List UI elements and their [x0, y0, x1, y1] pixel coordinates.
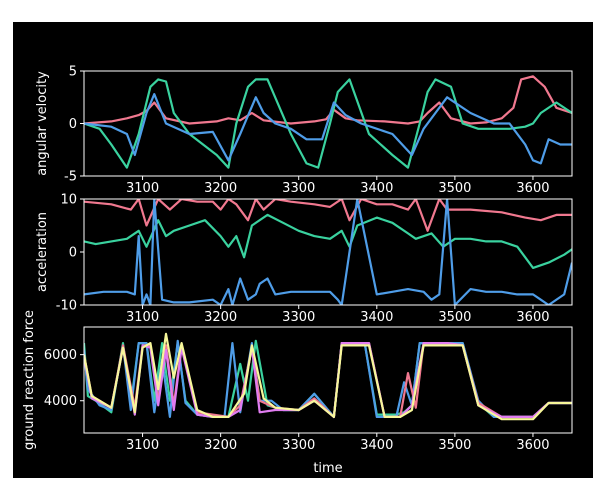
x-tick-label: 3500 [438, 310, 471, 325]
x-tick-label: 3300 [282, 438, 315, 453]
x-tick-label: 3200 [204, 310, 237, 325]
x-tick-label: 3300 [282, 310, 315, 325]
y-axis-label: angular velocity [35, 71, 50, 176]
y-tick-label: 0 [69, 117, 77, 132]
y-tick-label: 4000 [44, 394, 77, 409]
x-tick-label: 3300 [282, 181, 315, 196]
panel-2: 3100 3200 3300 3400 3500 3600 -10 0 10 accelerati… [35, 193, 572, 326]
x-tick-label: 3100 [126, 310, 159, 325]
y-tick-label: -5 [64, 170, 77, 185]
x-tick-label: 3100 [126, 438, 159, 453]
x-tick-label: 3500 [438, 181, 471, 196]
y-tick-label: 6000 [44, 348, 77, 363]
x-tick-label: 3200 [204, 438, 237, 453]
y-tick-label: -10 [56, 299, 77, 314]
y-axis-label: ground reaction force [22, 310, 37, 450]
x-tick-label: 3100 [126, 181, 159, 196]
x-tick-label: 3600 [516, 438, 549, 453]
panel-3: 3100 3200 3300 3400 3500 3600 4000 6000 ground r… [22, 310, 572, 476]
y-axis-label: acceleration [35, 212, 50, 292]
x-tick-label: 3600 [516, 181, 549, 196]
plot-area [84, 199, 572, 305]
x-axis-label: time [313, 461, 342, 476]
x-tick-label: 3400 [360, 438, 393, 453]
y-tick-label: 5 [69, 65, 77, 80]
panel-1: 3100 3200 3300 3400 3500 3600 -5 0 5 angular velo… [35, 65, 572, 197]
x-tick-label: 3500 [438, 438, 471, 453]
y-tick-label: 0 [69, 246, 77, 261]
y-tick-label: 10 [60, 193, 77, 208]
x-tick-label: 3600 [516, 310, 549, 325]
x-tick-label: 3400 [360, 310, 393, 325]
x-tick-label: 3200 [204, 181, 237, 196]
x-tick-label: 3400 [360, 181, 393, 196]
